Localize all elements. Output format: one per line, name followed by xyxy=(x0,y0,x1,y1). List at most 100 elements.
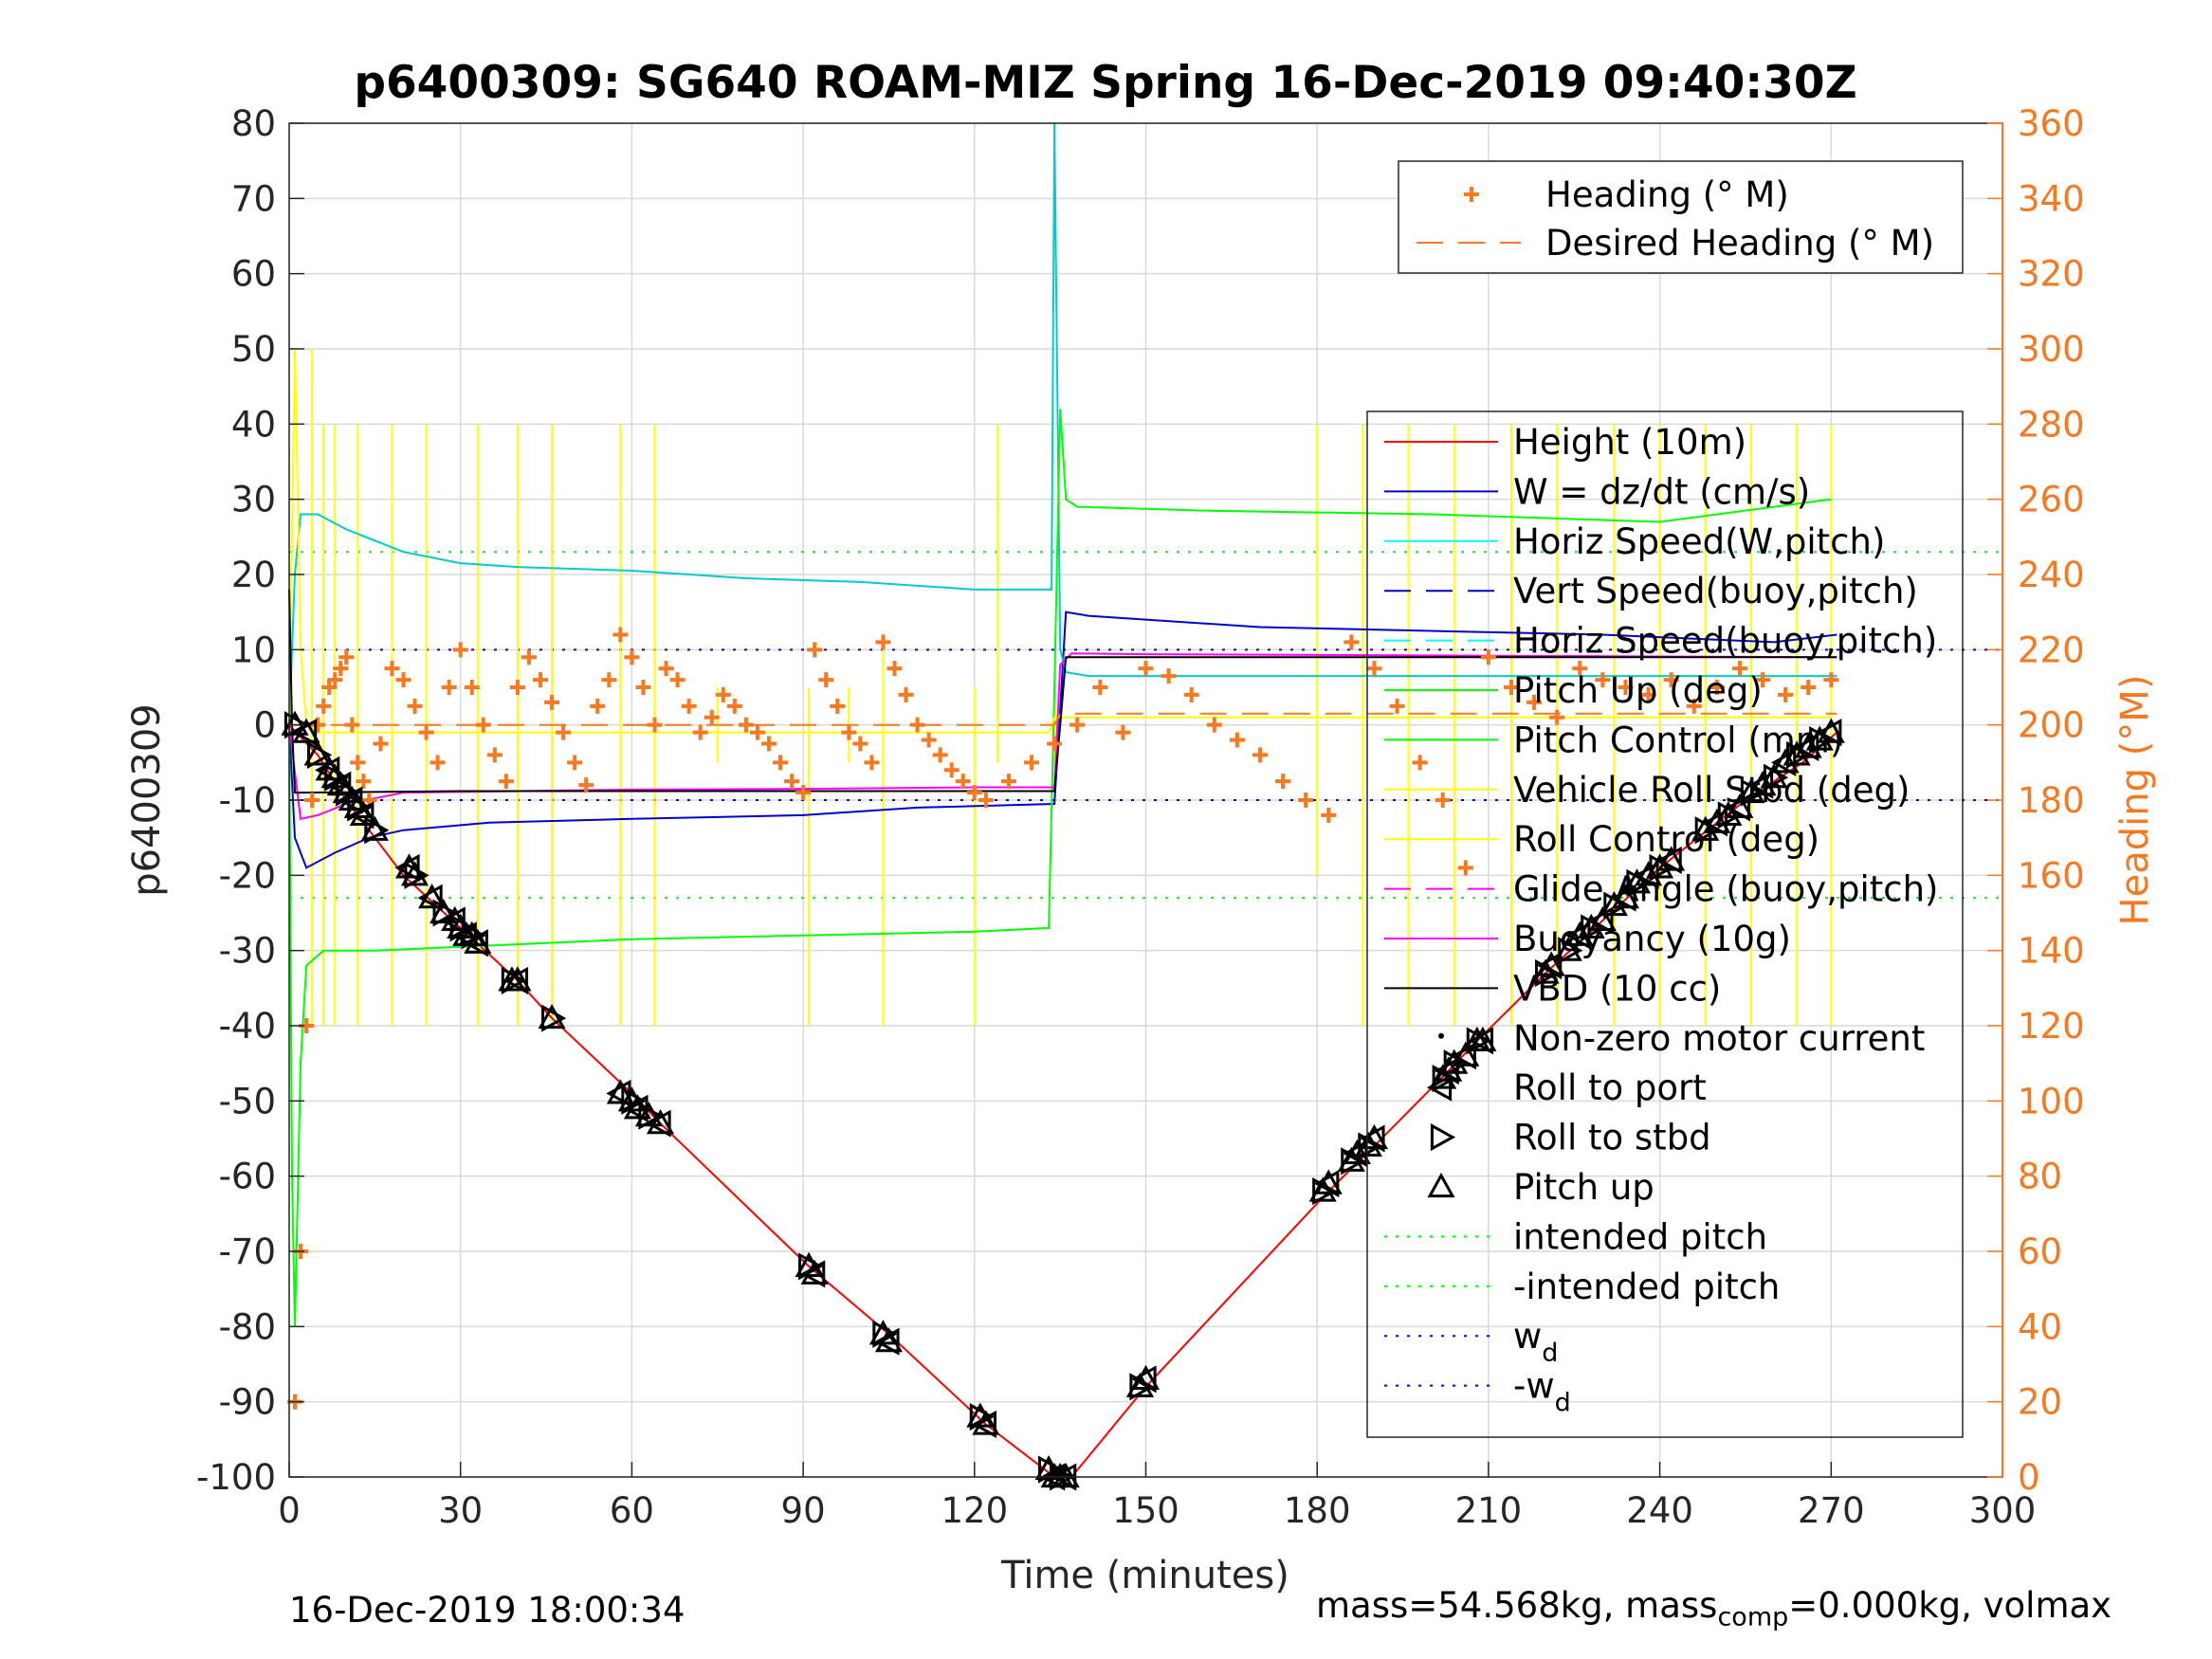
triangle-marker xyxy=(1726,793,1754,819)
y-tick-label: 10 xyxy=(231,629,276,670)
heading-point xyxy=(875,634,891,650)
triangle-marker xyxy=(292,718,320,743)
heading-point xyxy=(441,680,457,695)
triangle-marker xyxy=(1703,808,1731,833)
mass-prefix: mass=54.568kg, mass xyxy=(1316,1585,1718,1626)
y-tick-label: -20 xyxy=(219,855,276,896)
triangle-marker xyxy=(1430,1123,1456,1152)
heading-point xyxy=(1298,793,1314,808)
heading-point xyxy=(1686,698,1702,714)
legend-main-box xyxy=(1366,410,1964,1438)
triangle-marker xyxy=(1440,1048,1469,1074)
triangle-marker xyxy=(1426,1073,1453,1102)
y-axis-ticks: -100-90-80-70-60-50-40-30-20-10010203040… xyxy=(196,103,304,1498)
heading-point xyxy=(1252,747,1268,763)
heading-point xyxy=(1389,698,1405,714)
series-line xyxy=(288,409,1832,1327)
triangle-marker xyxy=(1360,1124,1385,1153)
legend-label: Vehicle Roll Stbd (deg) xyxy=(1513,770,1910,811)
triangle-marker xyxy=(1760,763,1788,789)
heading-point xyxy=(304,793,320,808)
heading-point xyxy=(749,724,765,740)
heading-point xyxy=(635,680,651,695)
y2-tick-label: 100 xyxy=(2018,1081,2085,1121)
y2-tick-label: 340 xyxy=(2018,178,2085,219)
legend-heading-swatch xyxy=(1464,187,1479,202)
y-tick-label: -90 xyxy=(219,1382,276,1423)
y2-tick-label: 20 xyxy=(2018,1382,2062,1423)
y2-tick-label: 260 xyxy=(2018,480,2085,520)
heading-point xyxy=(898,686,914,702)
triangle-marker xyxy=(400,861,430,886)
triangle-marker xyxy=(1794,733,1822,758)
heading-point xyxy=(1069,717,1086,733)
triangle-marker xyxy=(1805,725,1834,751)
footer-timestamp: 16-Dec-2019 18:00:34 xyxy=(289,1590,686,1631)
y-tick-label: -60 xyxy=(219,1157,276,1197)
y2-tick-label: 140 xyxy=(2018,931,2085,972)
triangle-marker xyxy=(1737,777,1765,804)
triangle-marker xyxy=(1611,884,1640,909)
triangle-marker xyxy=(1817,719,1842,747)
heading-point xyxy=(1640,686,1656,702)
heading-point xyxy=(1412,755,1428,771)
triangle-marker xyxy=(1771,748,1800,774)
legend-label: Roll to port xyxy=(1513,1067,1707,1108)
heading-point xyxy=(978,793,994,808)
triangle-marker xyxy=(1657,846,1686,871)
x-tick-label: 60 xyxy=(610,1490,654,1531)
y2-tick-label: 240 xyxy=(2018,555,2085,595)
triangle-marker xyxy=(1131,1365,1157,1394)
legend-heading: Heading (° M) Desired Heading (° M) xyxy=(1398,160,1964,274)
legend-label: Non-zero motor current xyxy=(1513,1018,1925,1059)
heading-point xyxy=(601,672,617,688)
heading-point xyxy=(384,661,400,677)
heading-point xyxy=(1275,774,1291,790)
legend-label: Roll Control (deg) xyxy=(1513,819,1819,860)
legend-label: Pitch Up (deg) xyxy=(1513,670,1763,711)
y2-axis-ticks: 0 20 40 60 80 100 120 140 160 180 200 220 240 260 280 3… xyxy=(1987,103,2085,1498)
heading-point xyxy=(333,661,349,677)
heading-point xyxy=(955,774,971,790)
triangle-marker xyxy=(1646,853,1674,879)
heading-point xyxy=(795,785,812,801)
heading-point xyxy=(943,762,960,778)
heading-point xyxy=(887,661,903,677)
triangle-marker xyxy=(1635,861,1663,886)
heading-point xyxy=(1755,672,1771,688)
heading-point xyxy=(1457,860,1473,876)
legend-label: Buoyancy (10g) xyxy=(1513,919,1791,959)
triangle-marker xyxy=(503,966,529,994)
x-axis-label: Time (minutes) xyxy=(1000,1554,1289,1597)
y-tick-label: -100 xyxy=(196,1457,276,1498)
legend-label: Glide Angle (buoy,pitch) xyxy=(1513,869,1938,910)
heading-point xyxy=(1138,661,1154,677)
triangle-marker xyxy=(1554,936,1582,961)
heading-point xyxy=(681,698,697,714)
triangle-marker xyxy=(1714,800,1743,826)
triangle-marker xyxy=(1341,1147,1366,1176)
y-axis-label: p6400309 xyxy=(125,703,169,897)
heading-point xyxy=(350,755,366,771)
y-tick-label: -50 xyxy=(219,1081,276,1121)
y2-axis-label: Heading (°M) xyxy=(2113,675,2157,926)
heading-point xyxy=(418,724,434,740)
y-tick-label: -80 xyxy=(219,1306,276,1347)
y-tick-label: 60 xyxy=(231,254,276,295)
y2-tick-label: 40 xyxy=(2018,1306,2062,1347)
triangle-marker xyxy=(1312,1176,1338,1206)
heading-point xyxy=(715,686,731,702)
x-axis-ticks: 0 30 60 90 120 150 180 210 240 270 300 xyxy=(278,1462,2036,1531)
heading-point xyxy=(578,777,594,793)
triangle-marker xyxy=(800,1260,826,1288)
triangle-marker xyxy=(1360,1123,1388,1150)
legend-label: Horiz Speed(buoy,pitch) xyxy=(1513,621,1937,662)
triangle-marker xyxy=(874,1327,903,1353)
heading-point xyxy=(1731,661,1747,677)
y-tick-label: 20 xyxy=(231,555,276,595)
triangle-marker xyxy=(971,1410,996,1439)
triangle-marker xyxy=(1600,890,1628,917)
heading-point xyxy=(864,755,880,771)
triangle-marker xyxy=(646,1109,671,1138)
triangle-marker xyxy=(463,929,488,957)
